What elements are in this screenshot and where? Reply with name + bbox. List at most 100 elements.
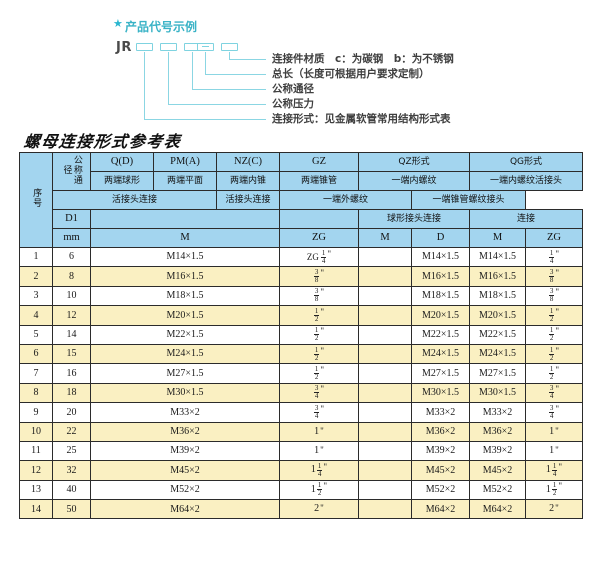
cell-nominal-diameter: 10 [52, 285, 91, 307]
cell-qz-m [358, 343, 412, 365]
cell-qz-d: M14×1.5 [411, 246, 470, 268]
cell-m-thread: M39×2 [90, 440, 280, 462]
cell-seq: 2 [19, 266, 53, 287]
cell-m-thread: M14×1.5 [90, 246, 280, 268]
cell-nominal-diameter: 22 [52, 421, 91, 442]
code-example-heading: 产品代号示例 [125, 20, 198, 34]
page-title: 螺母连接形式参考表 [22, 132, 183, 151]
cell-gz-size: 3 4 " [279, 382, 359, 404]
cell-qz-m [358, 363, 412, 384]
cell-qz-d: M36×2 [411, 421, 470, 442]
cell-gz-size: ZG 1 4 " [279, 246, 359, 268]
cell-nominal-diameter: 6 [52, 246, 91, 268]
cell-m-thread: M36×2 [90, 421, 280, 442]
code-dash-separator [202, 46, 209, 47]
cell-qz-d: M39×2 [411, 440, 470, 462]
header-group-qz: QZ形式 [358, 152, 470, 172]
leader-horizontal-3 [192, 89, 266, 90]
cell-seq: 13 [19, 479, 53, 501]
cell-qg-m: M45×2 [469, 460, 526, 481]
cell-gz-size: 1 2 " [279, 324, 359, 345]
header-seq: 序号 [19, 152, 53, 248]
code-box-4 [197, 43, 214, 51]
cell-qz-d: M52×2 [411, 479, 470, 501]
cell-seq: 9 [19, 402, 53, 423]
header-desc-qz: 一端内螺纹 [358, 171, 470, 191]
table-row: 14 50 M64×2 2 " M64×2 M64×2 2 " [19, 499, 583, 520]
header-unit-m-group: M [90, 228, 280, 248]
cell-qg-m: M52×2 [469, 479, 526, 501]
header-row-join: 活接头连接 活接头连接 一端外螺纹 一端锥管螺纹接头 [20, 190, 583, 210]
header-row-2: 两端球形 两端平面 两端内锥 两端锥管 一端内螺纹 一端内螺纹活接头 [20, 171, 583, 191]
cell-qg-zg: 1 2 " [525, 324, 583, 345]
cell-qz-m [358, 440, 412, 462]
cell-qz-m [358, 266, 412, 287]
cell-m-thread: M52×2 [90, 479, 280, 501]
cell-qg-m: M33×2 [469, 402, 526, 423]
star-icon: ★ [113, 18, 123, 30]
cell-seq: 5 [19, 324, 53, 345]
cell-nominal-diameter: 40 [52, 479, 91, 501]
cell-seq: 11 [19, 440, 53, 462]
cell-gz-size: 3 8 " [279, 285, 359, 307]
code-box-1 [136, 43, 153, 51]
cell-qg-m: M27×1.5 [469, 363, 526, 384]
header-qz-ball-joint: 球形接头连接 [358, 209, 470, 229]
cell-qg-zg: 3 4 " [525, 402, 583, 423]
header-join-qpn: 活接头连接 [52, 190, 217, 210]
cell-qg-m: M16×1.5 [469, 266, 526, 287]
cell-qz-m [358, 246, 412, 268]
table-row: 1 6 M14×1.5 ZG 1 4 " M14×1.5 M14×1.5 1 4 " [19, 246, 583, 268]
cell-m-thread: M24×1.5 [90, 343, 280, 365]
cell-qz-d: M16×1.5 [411, 266, 470, 287]
cell-m-thread: M20×1.5 [90, 305, 280, 326]
cell-qg-zg: 1 1 4 " [525, 460, 583, 481]
leader-vertical-4 [168, 52, 169, 104]
cell-qg-m: M30×1.5 [469, 382, 526, 404]
cell-qz-d: M20×1.5 [411, 305, 470, 326]
header-join-gz: 活接头连接 [216, 190, 280, 210]
cell-m-thread: M30×1.5 [90, 382, 280, 404]
cell-seq: 7 [19, 363, 53, 384]
cell-m-thread: M27×1.5 [90, 363, 280, 384]
product-code-example: ★ 产品代号示例 JR 连接件材质 c：为碳钢 b：为不锈钢 总长（长度可根据用户… [0, 0, 600, 126]
code-label-1: 连接件材质 c：为碳钢 b：为不锈钢 [272, 53, 454, 65]
cell-m-thread: M18×1.5 [90, 285, 280, 307]
nut-connection-reference-table: 序号 公称通径 Q(D) PM(A) NZ(C) GZ QZ形式 QG形式 两端… [19, 152, 583, 520]
cell-qz-m [358, 382, 412, 404]
cell-seq: 14 [19, 499, 53, 520]
cell-qg-zg: 1 4 " [525, 246, 583, 268]
cell-qg-m: M22×1.5 [469, 324, 526, 345]
header-group-qg: QG形式 [469, 152, 583, 172]
header-unit-qg-m: M [469, 228, 526, 248]
cell-qg-m: M24×1.5 [469, 343, 526, 365]
cell-gz-size: 2 " [279, 499, 359, 520]
cell-qz-m [358, 460, 412, 481]
cell-gz-size: 1 2 " [279, 343, 359, 365]
cell-gz-size: 1 2 " [279, 363, 359, 384]
cell-qg-zg: 3 8 " [525, 285, 583, 307]
cell-nominal-diameter: 15 [52, 343, 91, 365]
cell-gz-size: 1 1 2 " [279, 479, 359, 501]
header-desc-nzc: 两端内锥 [216, 171, 280, 191]
cell-seq: 12 [19, 460, 53, 481]
cell-nominal-diameter: 25 [52, 440, 91, 462]
code-label-4: 公称压力 [272, 98, 314, 110]
cell-m-thread: M45×2 [90, 460, 280, 481]
cell-qz-d: M24×1.5 [411, 343, 470, 365]
leader-vertical-1 [229, 52, 230, 59]
cell-qz-m [358, 402, 412, 423]
code-label-3: 公称通径 [272, 83, 314, 95]
cell-gz-size: 1 " [279, 421, 359, 442]
cell-nominal-diameter: 18 [52, 382, 91, 404]
header-group-qd: Q(D) [90, 152, 154, 172]
table-row: 12 32 M45×2 1 1 4 " M45×2 M45×2 1 1 4 " [19, 460, 583, 481]
header-desc-pma: 两端平面 [153, 171, 217, 191]
code-label-5: 连接形式：见金属软管常用结构形式表 [272, 113, 451, 125]
cell-nominal-diameter: 32 [52, 460, 91, 481]
leader-vertical-3 [192, 52, 193, 89]
cell-qg-zg: 3 8 " [525, 266, 583, 287]
cell-gz-size: 1 " [279, 440, 359, 462]
cell-qz-m [358, 324, 412, 345]
cell-nominal-diameter: 14 [52, 324, 91, 345]
